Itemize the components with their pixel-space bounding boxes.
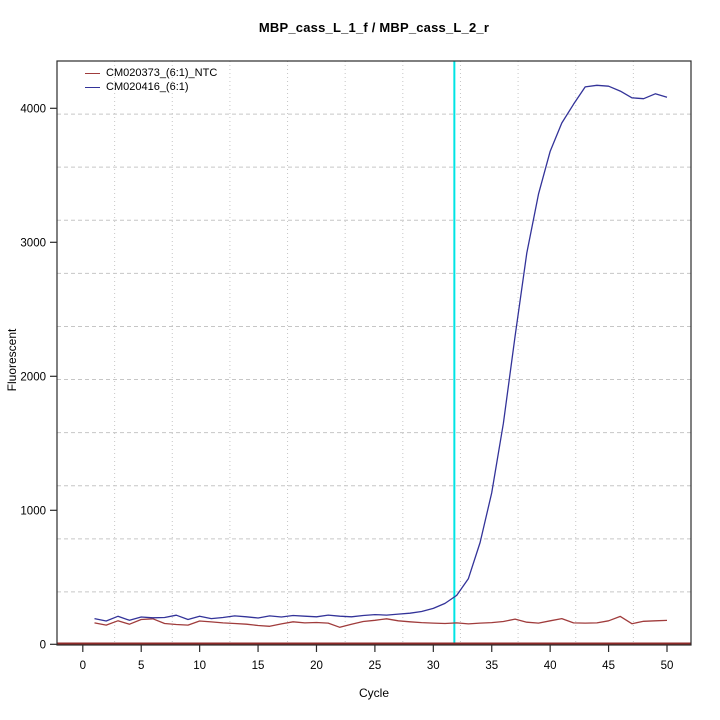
legend-item-ntc: CM020373_(6:1)_NTC bbox=[85, 66, 217, 80]
y-tick-label: 1000 bbox=[20, 505, 46, 517]
x-tick-label: 0 bbox=[80, 660, 86, 672]
y-tick-label: 3000 bbox=[20, 237, 46, 249]
x-tick-label: 45 bbox=[602, 660, 615, 672]
legend-line-ntc-icon bbox=[85, 72, 100, 74]
x-tick-label: 25 bbox=[369, 660, 382, 672]
x-tick-label: 5 bbox=[138, 660, 144, 672]
series-sample-line bbox=[94, 84, 668, 622]
legend-label-sample: CM020416_(6:1) bbox=[106, 81, 189, 93]
x-tick-label: 50 bbox=[661, 660, 674, 672]
x-tick-label: 10 bbox=[193, 660, 206, 672]
plot-box bbox=[56, 60, 692, 646]
y-tick-label: 4000 bbox=[20, 103, 46, 115]
y-tick-label: 0 bbox=[40, 639, 46, 651]
legend-label-ntc: CM020373_(6:1)_NTC bbox=[106, 67, 218, 79]
series-ntc-line bbox=[94, 615, 668, 628]
x-tick-label: 20 bbox=[310, 660, 323, 672]
x-axis-title: Cycle bbox=[358, 686, 389, 700]
x-tick-label: 40 bbox=[544, 660, 557, 672]
legend: CM020373_(6:1)_NTC CM020416_(6:1) bbox=[85, 66, 217, 94]
plot-title: MBP_cass_L_1_f / MBP_cass_L_2_r bbox=[258, 20, 490, 35]
legend-line-sample-icon bbox=[85, 86, 100, 88]
x-tick-label: 30 bbox=[427, 660, 440, 672]
x-tick-label: 15 bbox=[252, 660, 265, 672]
y-tick-label: 2000 bbox=[20, 371, 46, 383]
x-tick-label: 35 bbox=[485, 660, 498, 672]
y-axis-title: Fluorescent bbox=[5, 328, 19, 392]
legend-item-sample: CM020416_(6:1) bbox=[85, 80, 217, 94]
